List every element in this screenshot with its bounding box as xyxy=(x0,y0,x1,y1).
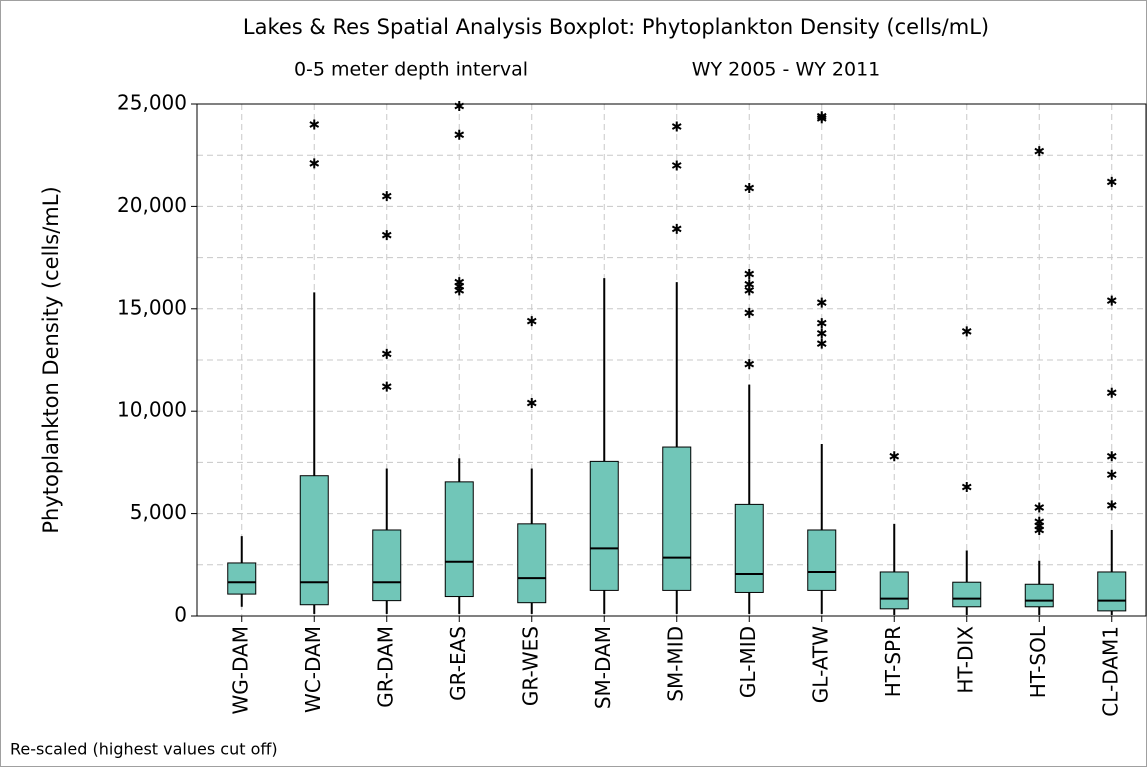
box xyxy=(1097,571,1127,612)
outlier xyxy=(381,191,392,202)
outlier xyxy=(1106,469,1117,480)
outlier xyxy=(816,113,827,124)
outlier xyxy=(454,101,465,112)
outlier xyxy=(381,381,392,392)
x-tick-label: SM-DAM xyxy=(591,626,615,709)
x-tick-label: HT-DIX xyxy=(953,626,977,694)
outlier xyxy=(671,160,682,171)
box xyxy=(299,475,329,606)
outlier xyxy=(744,285,755,296)
outlier xyxy=(744,268,755,279)
outlier xyxy=(816,297,827,308)
outlier xyxy=(961,326,972,337)
footnote: Re-scaled (highest values cut off) xyxy=(10,740,278,759)
outlier xyxy=(526,316,537,327)
y-axis-label: Phytoplankton Density (cells/mL) xyxy=(39,186,63,533)
outlier xyxy=(1034,524,1045,535)
x-tick-label: SM-MID xyxy=(663,626,687,702)
outlier xyxy=(454,129,465,140)
x-tick-label: WG-DAM xyxy=(228,626,252,714)
chart-subtitle: 0-5 meter depth interval xyxy=(294,59,528,81)
outlier xyxy=(309,119,320,130)
outlier xyxy=(1034,502,1045,513)
outlier xyxy=(744,359,755,370)
box xyxy=(444,481,474,598)
box xyxy=(807,529,837,591)
x-tick-label: GL-ATW xyxy=(808,626,832,703)
chart-title: Lakes & Res Spatial Analysis Boxplot: Ph… xyxy=(243,15,989,39)
box xyxy=(734,503,764,593)
outlier xyxy=(744,182,755,193)
outlier xyxy=(816,328,827,339)
outlier xyxy=(526,398,537,409)
outlier xyxy=(1106,451,1117,462)
outlier xyxy=(309,158,320,169)
y-tick-label: 5,000 xyxy=(130,500,187,524)
y-tick-label: 10,000 xyxy=(117,398,187,422)
outlier xyxy=(1034,146,1045,157)
outlier xyxy=(1106,500,1117,511)
plot-frame xyxy=(196,103,1147,617)
outlier xyxy=(454,285,465,296)
chart-subtitle: WY 2005 - WY 2011 xyxy=(692,59,881,81)
y-tick-label: 25,000 xyxy=(117,91,187,115)
outlier xyxy=(816,318,827,329)
box xyxy=(1024,583,1054,608)
box xyxy=(662,446,692,591)
outlier xyxy=(744,307,755,318)
outlier xyxy=(1106,387,1117,398)
box xyxy=(372,529,402,602)
box xyxy=(952,581,982,608)
x-tick-label: GL-MID xyxy=(736,626,760,698)
x-tick-label: HT-SPR xyxy=(881,626,905,697)
outlier xyxy=(889,451,900,462)
outlier xyxy=(381,230,392,241)
outlier xyxy=(671,121,682,132)
outlier xyxy=(816,338,827,349)
y-tick-label: 20,000 xyxy=(117,193,187,217)
outlier xyxy=(381,348,392,359)
box xyxy=(227,562,257,595)
x-tick-label: HT-SOL xyxy=(1026,625,1050,698)
outlier xyxy=(961,481,972,492)
outlier xyxy=(1106,176,1117,187)
outlier xyxy=(1106,295,1117,306)
box xyxy=(879,571,909,610)
y-tick-label: 15,000 xyxy=(117,295,187,319)
x-tick-label: GR-DAM xyxy=(373,626,397,708)
x-tick-label: GR-EAS xyxy=(446,626,470,701)
outlier xyxy=(671,223,682,234)
box xyxy=(517,523,547,604)
box xyxy=(589,460,619,591)
x-tick-label: GR-WES xyxy=(518,626,542,706)
x-tick-label: CL-DAM1 xyxy=(1098,626,1122,717)
x-tick-label: WC-DAM xyxy=(301,626,325,713)
y-tick-label: 0 xyxy=(174,603,187,627)
